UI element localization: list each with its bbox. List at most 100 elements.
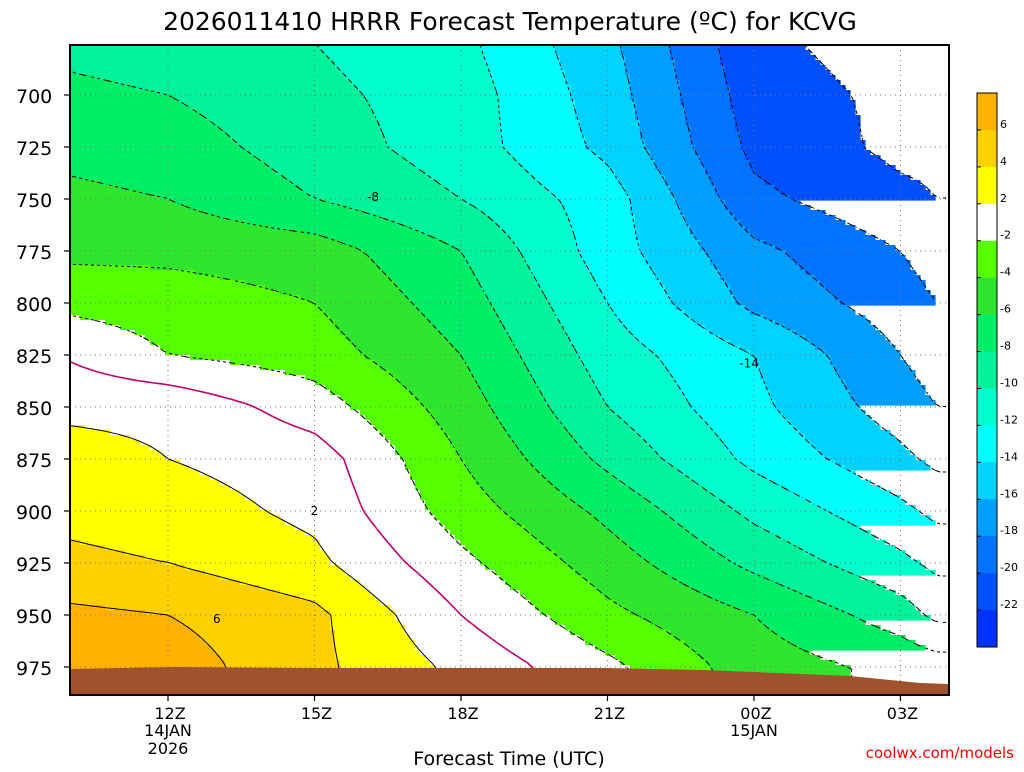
field-cell [70,180,101,186]
field-cell [220,480,416,486]
field-cell [715,185,776,191]
field-cell [435,235,511,241]
field-cell [85,425,376,431]
field-cell [425,405,491,411]
field-cell [570,215,636,221]
field-cell [505,325,566,331]
field-cell [775,400,856,406]
contour-value-label: -8 [367,190,379,204]
field-cell [725,80,841,86]
field-cell [140,190,306,196]
field-cell [485,295,546,301]
field-cell [230,360,376,366]
field-cell [735,455,826,461]
field-cell [575,435,641,441]
field-cell [780,410,866,416]
field-cell [685,395,771,401]
field-cell [710,175,761,181]
x-tick-label: 15Z [301,704,332,723]
field-cell [755,470,856,476]
field-cell [845,465,931,471]
field-cell [630,665,711,671]
field-cell [70,475,211,481]
field-cell [695,650,811,656]
field-cell [220,275,391,281]
contour-line [70,360,535,695]
field-cell [70,315,81,321]
field-cell [565,210,631,216]
field-cell [760,175,911,181]
field-cell [690,135,741,141]
field-cell [520,450,586,456]
field-cell [635,230,691,236]
field-cell [400,620,556,626]
colorbar-label: 6 [1000,118,1007,131]
field-cell [380,120,501,126]
field-cell [785,415,871,421]
field-cell [480,390,541,396]
field-cell [570,90,631,96]
field-cell [470,265,531,271]
field-cell [420,400,491,406]
field-cell [515,340,571,346]
field-cell [690,530,771,536]
field-cell [640,250,706,256]
field-cell [750,160,886,166]
field-cell [70,390,331,396]
field-cell [200,470,411,476]
field-cell [625,325,706,331]
field-cell [205,210,366,216]
field-cell [380,215,491,221]
colorbar-swatch [977,129,997,168]
field-cell [505,580,591,586]
field-cell [95,75,346,81]
field-cell [845,380,921,386]
field-cell [630,210,681,216]
field-cell [330,390,411,396]
field-cell [70,310,326,316]
field-cell [675,465,751,471]
field-cell [70,400,346,406]
field-cell [585,145,646,151]
field-cell [780,190,931,196]
field-cell [765,380,846,386]
field-cell [70,470,201,476]
colorbar-label: -6 [1000,303,1011,316]
field-cell [220,125,381,131]
field-cell [410,470,471,476]
field-cell [530,375,591,381]
field-cell [675,520,751,526]
field-cell [225,660,341,666]
field-cell [680,95,731,101]
field-cell [635,490,711,496]
field-cell [440,180,541,186]
field-cell [375,110,501,116]
field-cell [440,425,506,431]
field-cell [720,270,806,276]
field-cell [140,440,391,446]
field-cell [70,330,136,336]
field-cell [70,120,211,126]
field-cell [515,240,576,246]
field-cell [620,50,671,56]
field-cell [730,105,856,111]
field-cell [365,585,511,591]
field-cell [585,640,686,646]
field-cell [285,370,391,376]
field-cell [70,395,341,401]
colorbar-swatch [977,240,997,278]
field-cell [735,110,856,116]
field-cell [330,625,406,631]
y-tick-label: 700 [16,86,52,108]
field-cell [645,345,741,351]
field-cell [500,420,561,426]
field-cell [615,475,691,481]
field-cell [285,175,431,181]
field-cell [605,525,686,531]
field-cell [730,210,826,216]
field-cell [585,450,656,456]
field-cell [630,205,681,211]
field-cell [70,270,196,276]
field-cell [640,125,691,131]
field-cell [495,310,556,316]
